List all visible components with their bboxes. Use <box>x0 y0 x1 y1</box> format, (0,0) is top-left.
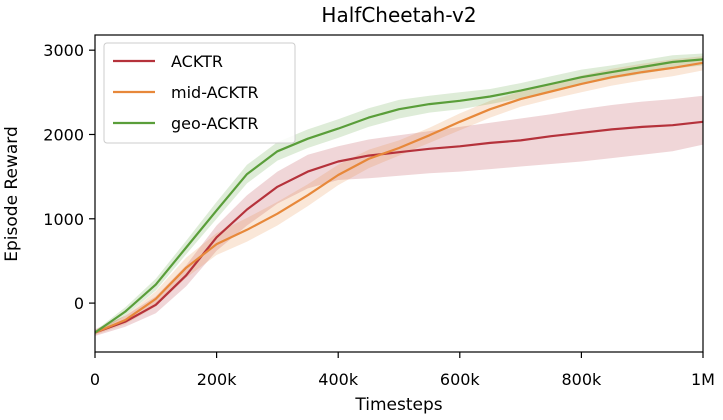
x-axis-ticks: 0 200k 400k 600k 800k 1M <box>90 352 715 389</box>
y-axis-label: Episode Reward <box>2 126 22 261</box>
legend-label-acktr: ACKTR <box>171 52 223 71</box>
legend: ACKTR mid-ACKTR geo-ACKTR <box>103 42 296 144</box>
y-axis-ticks: 0 1000 2000 3000 <box>43 41 95 313</box>
chart-title: HalfCheetah-v2 <box>321 3 476 27</box>
line-geo-acktr <box>94 58 704 334</box>
x-tick-label: 600k <box>440 370 481 389</box>
x-tick-label: 200k <box>197 370 238 389</box>
legend-label-mid-acktr: mid-ACKTR <box>171 83 259 102</box>
y-tick-label: 1000 <box>43 210 84 229</box>
y-tick-label: 3000 <box>43 41 84 60</box>
line-mid-acktr <box>94 61 704 334</box>
x-tick-label: 800k <box>561 370 602 389</box>
legend-label-geo-acktr: geo-ACKTR <box>171 114 258 133</box>
plot-frame <box>94 34 704 353</box>
y-tick-label: 0 <box>74 294 84 313</box>
legend-box <box>103 42 296 144</box>
series-lines <box>94 58 704 334</box>
band-acktr <box>95 95 703 336</box>
x-tick-label: 400k <box>318 370 359 389</box>
x-tick-label: 1M <box>691 370 715 389</box>
x-axis-label: Timesteps <box>354 395 442 415</box>
x-tick-label: 0 <box>90 370 100 389</box>
line-acktr <box>94 120 704 334</box>
y-tick-label: 2000 <box>43 125 84 144</box>
